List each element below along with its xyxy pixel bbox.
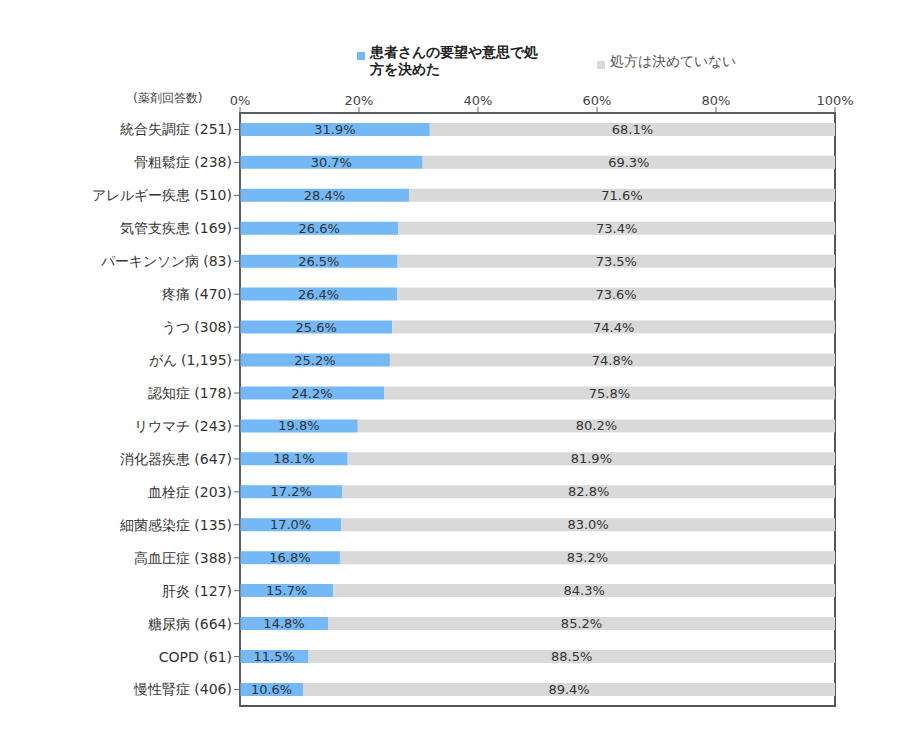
svg-text:26.6%: 26.6% [298,221,339,236]
svg-text:統合失調症 (251): 統合失調症 (251) [120,121,232,137]
svg-text:糖尿病 (664): 糖尿病 (664) [148,616,232,632]
svg-text:73.4%: 73.4% [596,221,637,236]
svg-text:89.4%: 89.4% [548,682,589,697]
svg-text:28.4%: 28.4% [304,188,345,203]
svg-text:31.9%: 31.9% [314,122,355,137]
svg-text:リウマチ (243): リウマチ (243) [134,418,232,434]
svg-text:80.2%: 80.2% [576,418,617,433]
svg-text:25.2%: 25.2% [294,353,335,368]
svg-text:気管支疾患 (169): 気管支疾患 (169) [120,220,232,236]
svg-text:16.8%: 16.8% [269,550,310,565]
svg-text:73.6%: 73.6% [595,287,636,302]
svg-text:74.8%: 74.8% [592,353,633,368]
svg-text:88.5%: 88.5% [551,649,592,664]
svg-text:18.1%: 18.1% [273,451,314,466]
html-text:患者さんの要望や意思で処方を決めた: 患者さんの要望や意思で処方を決めた [370,44,538,77]
svg-text:84.3%: 84.3% [564,583,605,598]
svg-text:40%: 40% [464,93,493,108]
svg-text:うつ (308): うつ (308) [162,319,232,335]
svg-text:83.0%: 83.0% [567,517,608,532]
svg-text:19.8%: 19.8% [278,418,319,433]
html-text:(薬剤回答数): (薬剤回答数) [133,91,203,105]
svg-text:81.9%: 81.9% [571,451,612,466]
svg-text:26.5%: 26.5% [298,254,339,269]
svg-text:血栓症 (203): 血栓症 (203) [148,484,232,500]
svg-text:74.4%: 74.4% [593,320,634,335]
svg-text:80%: 80% [702,93,731,108]
svg-text:COPD (61): COPD (61) [159,649,232,665]
svg-text:認知症 (178): 認知症 (178) [148,385,232,401]
svg-text:71.6%: 71.6% [601,188,642,203]
svg-text:25.6%: 25.6% [296,320,337,335]
svg-text:30.7%: 30.7% [311,155,352,170]
html-text:処方は決めていない: 処方は決めていない [610,53,736,69]
svg-text:骨粗鬆症 (238): 骨粗鬆症 (238) [134,154,232,170]
svg-text:69.3%: 69.3% [608,155,649,170]
svg-text:17.0%: 17.0% [270,517,311,532]
svg-text:68.1%: 68.1% [612,122,653,137]
svg-text:疼痛 (470): 疼痛 (470) [162,286,232,302]
svg-text:17.2%: 17.2% [271,484,312,499]
svg-text:83.2%: 83.2% [567,550,608,565]
svg-text:消化器疾患 (647): 消化器疾患 (647) [120,451,232,467]
svg-text:26.4%: 26.4% [298,287,339,302]
svg-text:75.8%: 75.8% [589,386,630,401]
svg-text:0%: 0% [230,93,251,108]
svg-text:10.6%: 10.6% [251,682,292,697]
svg-text:15.7%: 15.7% [266,583,307,598]
svg-text:14.8%: 14.8% [263,616,304,631]
svg-text:がん (1,195): がん (1,195) [149,352,232,368]
svg-text:細菌感染症 (135): 細菌感染症 (135) [119,517,232,533]
svg-text:85.2%: 85.2% [561,616,602,631]
svg-text:慢性腎症 (406): 慢性腎症 (406) [133,681,232,697]
svg-text:100%: 100% [816,93,853,108]
svg-text:82.8%: 82.8% [568,484,609,499]
svg-text:パーキンソン病 (83): パーキンソン病 (83) [100,253,232,269]
svg-text:73.5%: 73.5% [596,254,637,269]
svg-text:20%: 20% [345,93,374,108]
svg-text:60%: 60% [583,93,612,108]
svg-text:アレルギー疾患 (510): アレルギー疾患 (510) [92,187,232,203]
svg-text:24.2%: 24.2% [291,386,332,401]
svg-text:肝炎 (127): 肝炎 (127) [162,583,232,599]
svg-text:高血圧症 (388): 高血圧症 (388) [134,550,232,566]
svg-text:11.5%: 11.5% [254,649,295,664]
